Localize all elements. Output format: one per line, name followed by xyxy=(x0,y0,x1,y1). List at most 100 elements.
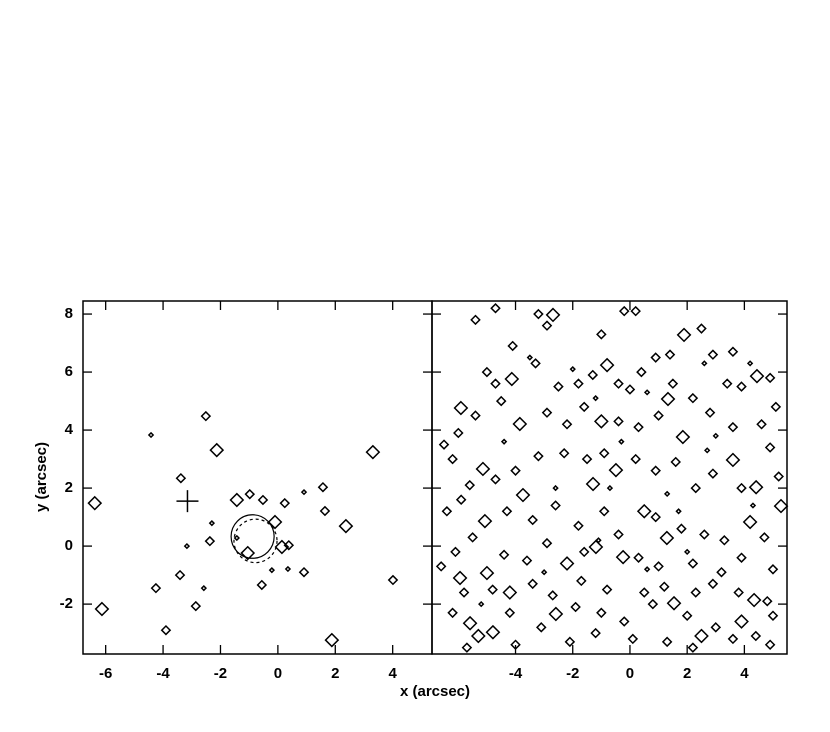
aperture-circle xyxy=(230,514,275,559)
diamond-point xyxy=(699,529,710,540)
x-tick-label: -6 xyxy=(99,665,112,682)
diamond-point xyxy=(487,584,498,595)
diamond-point xyxy=(638,587,650,598)
diamond-point xyxy=(650,465,661,476)
diamond-point xyxy=(762,595,773,607)
diamond-point xyxy=(721,378,733,389)
diamond-point xyxy=(750,630,762,642)
diamond-point xyxy=(725,452,741,468)
diamond-point xyxy=(746,592,762,608)
diamond-point xyxy=(663,490,671,498)
diamond-point xyxy=(585,476,601,492)
diamond-point xyxy=(595,537,602,544)
diamond-point xyxy=(659,581,670,592)
diamond-point xyxy=(530,358,541,369)
diamond-point xyxy=(756,419,767,430)
diamond-point xyxy=(630,305,641,317)
diamond-point xyxy=(687,392,699,404)
diamond-point xyxy=(490,474,501,485)
diamond-point xyxy=(283,539,295,551)
diamond-point xyxy=(564,636,576,648)
diamond-point xyxy=(507,340,518,352)
diamond-point xyxy=(773,498,789,514)
diamond-point xyxy=(613,378,624,389)
diamond-point xyxy=(719,535,730,546)
diamond-point xyxy=(501,506,513,517)
diamond-point xyxy=(596,329,607,340)
diamond-point xyxy=(569,366,576,373)
diamond-point xyxy=(527,578,538,590)
diamond-point xyxy=(734,614,749,629)
diamond-point xyxy=(727,421,739,433)
diamond-point xyxy=(676,327,692,343)
diamond-point xyxy=(558,448,570,459)
diamond-point xyxy=(573,520,584,532)
diamond-point xyxy=(470,628,486,644)
diamond-point xyxy=(209,442,225,458)
diamond-point xyxy=(707,578,719,590)
diamond-point xyxy=(636,366,647,378)
diamond-point xyxy=(707,349,719,360)
diamond-point xyxy=(593,414,609,429)
diamond-point xyxy=(746,360,754,367)
diamond-point xyxy=(666,595,682,611)
diamond-point xyxy=(470,410,481,421)
diamond-point xyxy=(324,632,340,648)
diamond-point xyxy=(618,305,630,317)
diamond-point xyxy=(733,587,744,598)
diamond-point xyxy=(240,545,256,561)
diamond-point xyxy=(527,514,538,526)
diamond-point xyxy=(441,506,453,517)
diamond-point xyxy=(526,354,533,361)
diamond-point xyxy=(596,607,607,619)
x-tick-label: 0 xyxy=(626,665,634,682)
diamond-point xyxy=(452,570,468,586)
diamond-point xyxy=(630,453,641,465)
diamond-point xyxy=(257,494,269,506)
diamond-point xyxy=(710,622,722,633)
diamond-point xyxy=(87,495,103,511)
diamond-point xyxy=(479,565,495,581)
diamond-point xyxy=(229,492,245,508)
y-tick-label: 2 xyxy=(65,479,73,496)
diamond-point xyxy=(478,600,485,608)
x-tick-label: 2 xyxy=(331,665,339,682)
diamond-point xyxy=(661,636,673,648)
diamond-point xyxy=(284,565,292,573)
diamond-point xyxy=(365,444,381,460)
x-tick-label: 4 xyxy=(740,665,749,682)
diamond-point xyxy=(183,542,191,550)
diamond-point xyxy=(742,514,758,530)
diamond-point xyxy=(643,566,651,573)
diamond-point xyxy=(160,624,172,636)
diamond-point xyxy=(502,585,518,600)
diamond-point xyxy=(477,513,493,529)
diamond-point xyxy=(504,371,520,387)
diamond-point xyxy=(749,368,765,384)
diamond-point xyxy=(701,360,708,367)
diamond-point xyxy=(627,633,639,645)
diamond-point xyxy=(767,564,779,575)
diamond-point xyxy=(533,308,544,320)
diamond-point xyxy=(387,574,399,586)
diamond-point xyxy=(576,575,587,587)
y-tick-label: -2 xyxy=(60,595,73,612)
diamond-point xyxy=(521,555,533,566)
diamond-point xyxy=(687,642,699,653)
diamond-point xyxy=(690,482,702,494)
diamond-point xyxy=(279,497,291,509)
diamond-point xyxy=(664,349,676,360)
diamond-point xyxy=(694,628,709,644)
diamond-point xyxy=(759,532,770,543)
diamond-point xyxy=(545,307,561,323)
diamond-point xyxy=(618,438,625,445)
diamond-point xyxy=(618,616,630,627)
diamond-point xyxy=(338,518,354,534)
diamond-point xyxy=(200,584,207,592)
diamond-point xyxy=(764,639,776,650)
diamond-point xyxy=(599,357,615,373)
diamond-point xyxy=(150,582,162,594)
diamond-point xyxy=(455,494,467,505)
diamond-point xyxy=(764,372,776,384)
y-tick-label: 6 xyxy=(65,363,73,380)
